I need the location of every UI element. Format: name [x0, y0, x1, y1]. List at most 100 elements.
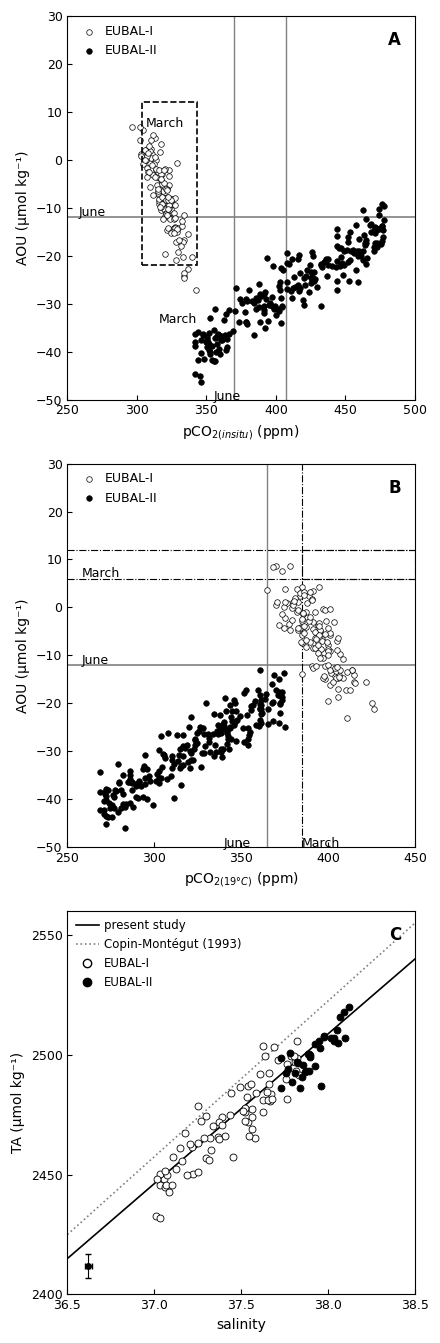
EUBAL-I	[290, 1045, 297, 1066]
EUBAL-II	[220, 717, 227, 739]
EUBAL-I	[157, 163, 164, 184]
EUBAL-II	[120, 764, 127, 786]
EUBAL-I	[313, 622, 320, 643]
EUBAL-II	[163, 768, 170, 790]
EUBAL-II	[269, 673, 276, 694]
EUBAL-II	[278, 1046, 285, 1068]
EUBAL-II	[252, 298, 259, 320]
EUBAL-I	[299, 624, 306, 646]
EUBAL-I	[167, 199, 174, 220]
EUBAL-II	[334, 270, 341, 291]
EUBAL-I	[352, 672, 359, 693]
EUBAL-II	[254, 289, 261, 310]
EUBAL-II	[327, 1027, 334, 1049]
EUBAL-II	[121, 796, 128, 818]
EUBAL-II	[224, 725, 231, 747]
EUBAL-II	[263, 684, 270, 705]
EUBAL-II	[243, 313, 250, 334]
EUBAL-II	[283, 242, 290, 263]
EUBAL-I	[165, 204, 172, 226]
EUBAL-I	[166, 160, 173, 181]
EUBAL-II	[381, 196, 388, 218]
EUBAL-I	[185, 223, 192, 244]
EUBAL-II	[205, 332, 212, 353]
EUBAL-II	[275, 685, 282, 706]
EUBAL-II	[136, 771, 143, 792]
EUBAL-II	[371, 219, 378, 240]
EUBAL-I	[151, 167, 158, 188]
EUBAL-I	[179, 211, 186, 232]
EUBAL-II	[278, 312, 285, 333]
EUBAL-II	[223, 336, 230, 357]
EUBAL-I	[282, 592, 289, 614]
EUBAL-I	[309, 580, 316, 602]
EUBAL-II	[333, 219, 340, 240]
EUBAL-II	[205, 338, 212, 360]
EUBAL-II	[201, 741, 208, 763]
EUBAL-II	[242, 312, 249, 333]
EUBAL-I	[160, 172, 167, 193]
EUBAL-II	[289, 1072, 296, 1093]
EUBAL-II	[350, 239, 357, 261]
EUBAL-II	[183, 735, 191, 756]
EUBAL-II	[372, 218, 379, 239]
EUBAL-I	[153, 149, 160, 171]
EUBAL-II	[250, 324, 257, 345]
EUBAL-I	[174, 216, 181, 238]
EUBAL-I	[192, 279, 199, 301]
EUBAL-I	[186, 1133, 193, 1155]
EUBAL-II	[337, 1006, 344, 1027]
EUBAL-I	[350, 665, 357, 686]
EUBAL-II	[106, 796, 114, 818]
EUBAL-I	[151, 128, 158, 149]
EUBAL-II	[217, 741, 224, 763]
EUBAL-I	[152, 158, 159, 180]
EUBAL-II	[236, 289, 243, 310]
EUBAL-I	[289, 598, 296, 619]
EUBAL-II	[256, 273, 263, 294]
EUBAL-II	[120, 783, 127, 804]
EUBAL-II	[309, 267, 316, 289]
EUBAL-I	[154, 173, 161, 195]
EUBAL-II	[290, 266, 297, 287]
EUBAL-I	[143, 167, 150, 188]
EUBAL-I	[163, 1175, 170, 1197]
EUBAL-I	[317, 647, 324, 669]
EUBAL-II	[159, 743, 166, 764]
EUBAL-II	[275, 667, 282, 689]
EUBAL-I	[348, 659, 356, 681]
EUBAL-I	[167, 223, 174, 244]
EUBAL-II	[375, 204, 382, 226]
Text: March: March	[145, 117, 183, 130]
EUBAL-I	[194, 1096, 201, 1117]
EUBAL-I	[164, 197, 171, 219]
EUBAL-II	[220, 309, 227, 330]
EUBAL-II	[212, 298, 219, 320]
EUBAL-II	[359, 250, 367, 271]
EUBAL-I	[201, 1127, 208, 1148]
EUBAL-II	[125, 771, 132, 792]
EUBAL-I	[155, 164, 162, 185]
EUBAL-II	[103, 779, 110, 800]
EUBAL-I	[171, 218, 178, 239]
EUBAL-II	[257, 283, 264, 305]
EUBAL-I	[164, 176, 171, 197]
EUBAL-I	[170, 1147, 177, 1168]
EUBAL-II	[215, 338, 222, 360]
EUBAL-II	[178, 756, 185, 778]
EUBAL-I	[161, 1168, 168, 1190]
EUBAL-I	[148, 148, 155, 169]
EUBAL-II	[265, 294, 272, 316]
EUBAL-II	[345, 226, 352, 247]
X-axis label: pCO$_{2(19°C)}$ (ppm): pCO$_{2(19°C)}$ (ppm)	[184, 870, 299, 889]
EUBAL-II	[375, 199, 382, 220]
EUBAL-I	[333, 667, 340, 689]
EUBAL-II	[101, 790, 108, 811]
EUBAL-I	[319, 598, 326, 619]
EUBAL-II	[201, 724, 208, 745]
EUBAL-II	[305, 1061, 312, 1082]
EUBAL-I	[159, 185, 166, 207]
EUBAL-II	[162, 748, 169, 770]
EUBAL-I	[290, 591, 297, 612]
EUBAL-II	[192, 363, 199, 384]
